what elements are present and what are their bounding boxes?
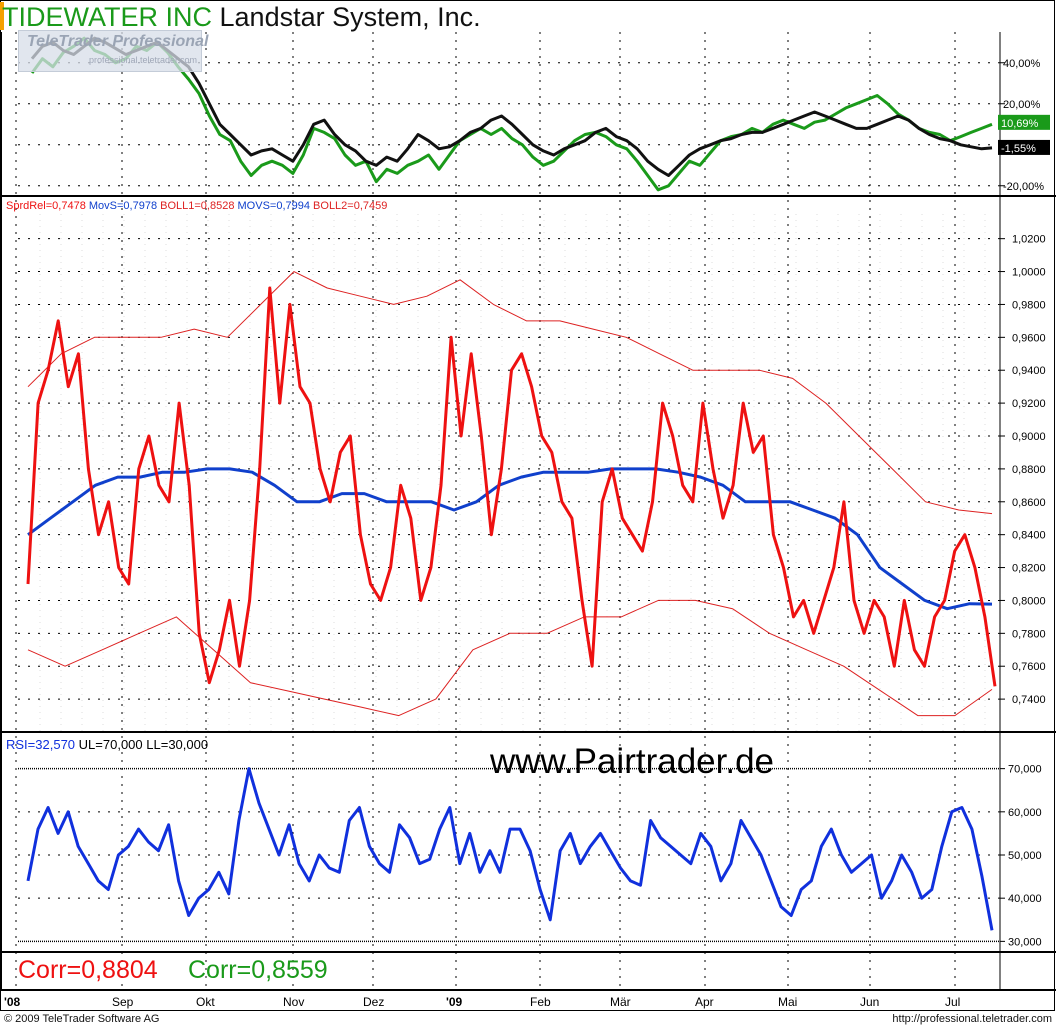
x-tick-label: Nov: [283, 995, 304, 1009]
y-tick-label-spread: 0,8000: [1012, 595, 1046, 607]
watermark: www.Pairtrader.de: [490, 742, 775, 781]
x-tick-label: '09: [446, 995, 463, 1009]
y-tick-label-pct: -20,00%: [1003, 181, 1044, 193]
value-badge: [998, 114, 1050, 130]
x-tick-label: Mär: [610, 995, 631, 1009]
axis-layer: 40,00% 20,00% -20,00% 10,69% -1,55% 1,0200 1,0…: [4, 58, 1050, 1009]
legend-sprdrel: SprdRel=0,7478: [6, 200, 86, 212]
y-tick-label-spread: 0,9800: [1012, 299, 1046, 311]
x-tick-label: Jun: [860, 995, 879, 1009]
y-tick-label-pct: 40,00%: [1003, 58, 1041, 70]
legend-ll: LL=30,000: [146, 737, 209, 752]
x-tick-label: Feb: [530, 995, 551, 1009]
x-tick-label: Dez: [363, 995, 384, 1009]
footer-url: http://professional.teletrader.com: [892, 1013, 1052, 1025]
corr-green: Corr=0,8559: [188, 956, 328, 984]
spread-legend: SprdRel=0,7478 MovS=0,7978 BOLL1=0,8528 …: [6, 200, 387, 212]
x-tick-label: Jul: [945, 995, 960, 1009]
y-tick-label-rsi: 60,000: [1008, 807, 1042, 819]
y-tick-label-spread: 0,8200: [1012, 563, 1046, 575]
legend-movs2: MOVS=0,7994: [237, 200, 310, 212]
y-tick-label-spread: 0,9600: [1012, 332, 1046, 344]
series-rsi-line: [26, 767, 994, 931]
y-tick-label-spread: 0,9000: [1012, 431, 1046, 443]
series-sprdrel-line: [26, 286, 997, 687]
y-tick-label-pct: 20,00%: [1003, 99, 1041, 111]
series-tidewater-line: [30, 36, 993, 192]
legend-boll2: BOLL2=0,7459: [313, 200, 388, 212]
y-tick-label-rsi: 30,000: [1008, 936, 1042, 948]
y-tick-label-spread: 0,9200: [1012, 398, 1046, 410]
y-tick-label-spread: 0,9400: [1012, 365, 1046, 377]
logo-brand: TeleTrader Professional: [27, 33, 209, 50]
chart-title: TIDEWATER INC Landstar System, Inc.: [2, 2, 481, 32]
logo-url: professional.teletrader.com: [89, 55, 198, 65]
y-tick-label-spread: 0,8600: [1012, 497, 1046, 509]
y-tick-label-spread: 1,0200: [1012, 234, 1046, 246]
x-tick-label: Apr: [695, 995, 714, 1009]
y-tick-label-spread: 0,8800: [1012, 464, 1046, 476]
y-tick-label-spread: 0,7600: [1012, 661, 1046, 673]
x-tick-label: Okt: [196, 995, 215, 1009]
rsi-legend: RSI=32,570 UL=70,000 LL=30,000: [6, 737, 208, 752]
y-tick-label-spread: 1,0000: [1012, 267, 1046, 279]
value-badge: [998, 139, 1050, 155]
y-tick-label-rsi: 40,000: [1008, 893, 1042, 905]
y-tick-label-spread: 0,7400: [1012, 694, 1046, 706]
series-boll1-line: [27, 271, 993, 515]
stock2-name: Landstar System, Inc.: [219, 2, 481, 32]
stock1-name: TIDEWATER INC: [2, 2, 212, 32]
x-tick-label: '08: [4, 995, 21, 1009]
y-tick-label-rsi: 50,000: [1008, 850, 1042, 862]
legend-ul: UL=70,000: [78, 737, 143, 752]
legend-boll1: BOLL1=0,8528: [160, 200, 235, 212]
legend-movs: MovS=0,7978: [88, 200, 158, 212]
x-tick-label: Mai: [778, 995, 797, 1009]
series-boll2-line: [27, 599, 993, 717]
x-tick-label: Sep: [112, 995, 134, 1009]
corr-red: Corr=0,8804: [18, 956, 158, 984]
teletrader-logo: TeleTrader Professional professional.tel…: [18, 30, 208, 72]
footer-copyright: © 2009 TeleTrader Software AG: [4, 1013, 160, 1025]
value-badge-label: 10,69%: [1001, 118, 1039, 130]
y-tick-label-spread: 0,7800: [1012, 628, 1046, 640]
series-layer: [26, 36, 997, 931]
y-tick-label-spread: 0,8400: [1012, 530, 1046, 542]
y-tick-label-rsi: 70,000: [1008, 764, 1042, 776]
legend-rsi: RSI=32,570: [6, 737, 76, 752]
value-badge-label: -1,55%: [1001, 143, 1036, 155]
title-accent: [0, 2, 4, 30]
series-landstar-line: [30, 36, 993, 177]
